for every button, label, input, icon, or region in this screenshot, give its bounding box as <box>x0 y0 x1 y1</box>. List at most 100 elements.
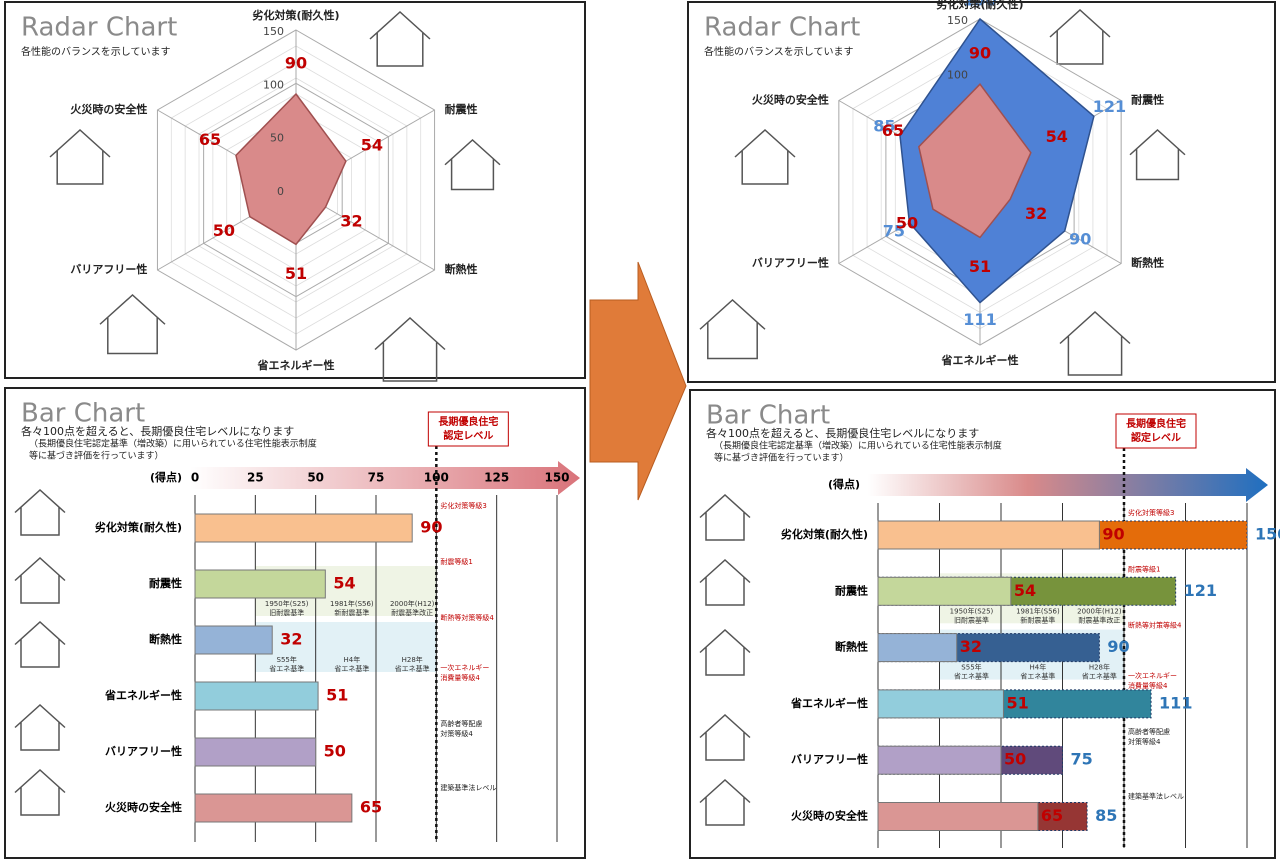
bar <box>194 513 413 543</box>
era-note: 省エネ基準 <box>269 664 304 673</box>
level-note: 高齢者等配慮 <box>1128 727 1170 736</box>
data-label: 51 <box>969 257 991 276</box>
bar <box>194 737 317 767</box>
data-label: 32 <box>960 637 982 656</box>
r-tick-label: 150 <box>263 25 284 38</box>
chart-title: Bar Chart <box>21 399 145 429</box>
data-label: 50 <box>324 742 346 761</box>
category-label: 省エネルギー性 <box>790 696 868 710</box>
category-label: 劣化対策(耐久性) <box>252 8 339 22</box>
house-icon <box>14 556 66 604</box>
category-label: 耐震性 <box>1131 93 1164 107</box>
category-label: 耐震性 <box>149 576 182 590</box>
radar-area <box>235 92 347 246</box>
level-note: 建築基準法レベル <box>440 783 496 792</box>
chart-subtitle: （長期優良住宅認定基準（増改築）に用いられている住宅性能表示制度 <box>29 438 317 450</box>
threshold-label: 長期優良住宅 <box>1126 417 1186 430</box>
era-note: 耐震基準改正 <box>391 608 433 617</box>
category-label: 火災時の安全性 <box>70 102 147 116</box>
house-icon <box>99 293 166 355</box>
category-label: 劣化対策(耐久性) <box>95 520 182 534</box>
transition-arrow <box>589 261 687 501</box>
bar <box>194 681 319 711</box>
r-tick-label: 50 <box>270 132 284 145</box>
data-label: 65 <box>199 130 221 149</box>
level-note: 消費量等級4 <box>1128 681 1168 690</box>
x-tick-label: 125 <box>484 471 509 485</box>
era-note: 省エネ基準 <box>334 664 369 673</box>
x-tick-label: 25 <box>247 471 264 485</box>
level-note: 高齢者等配慮 <box>440 719 482 728</box>
chart-subtitle: （長期優良住宅認定基準（増改築）に用いられている住宅性能表示制度 <box>714 440 1002 452</box>
bar <box>877 802 1039 831</box>
era-note: 1981年(S56) <box>330 599 374 608</box>
bar <box>194 569 326 599</box>
chart-subtitle: 各性能のバランスを示しています <box>704 45 854 58</box>
house-icon <box>14 488 66 536</box>
data-label: 32 <box>1025 204 1047 223</box>
x-tick-label: 150 <box>544 471 569 485</box>
category-label: バリアフリー性 <box>752 256 829 270</box>
data-label: 150 <box>1255 525 1280 544</box>
category-label: 火災時の安全性 <box>791 809 868 823</box>
era-note: 旧耐震基準 <box>269 608 304 617</box>
category-label: 断熱性 <box>835 640 868 654</box>
threshold-box <box>427 411 509 447</box>
era-note: H28年 <box>402 655 423 664</box>
category-label: バリアフリー性 <box>105 744 182 758</box>
era-note: H4年 <box>344 655 361 664</box>
data-label: 32 <box>340 212 362 231</box>
chart-title: Radar Chart <box>21 13 177 43</box>
level-note: 一次エネルギー <box>1128 671 1177 680</box>
era-note: 新耐震基準 <box>1020 615 1055 624</box>
level-note: 建築基準法レベル <box>1128 792 1184 801</box>
data-label: 50 <box>1004 750 1026 769</box>
house-icon <box>1129 128 1186 181</box>
category-label: 耐震性 <box>835 583 868 597</box>
data-label: 121 <box>1184 581 1217 600</box>
category-label: 断熱性 <box>445 262 478 276</box>
era-note: 1981年(S56) <box>1016 606 1060 615</box>
threshold-box <box>1115 413 1197 449</box>
house-icon <box>699 713 751 761</box>
data-label: 75 <box>883 221 905 240</box>
icons <box>14 8 1186 826</box>
category-label: 省エネルギー性 <box>257 358 335 372</box>
bar <box>877 633 958 663</box>
bar <box>877 745 1002 775</box>
data-label: 54 <box>333 574 355 593</box>
era-band <box>255 622 437 672</box>
era-note: 省エネ基準 <box>1020 672 1055 681</box>
house-icon <box>1049 8 1111 65</box>
r-tick-label: 150 <box>947 14 968 27</box>
data-label: 65 <box>360 798 382 817</box>
data-label: 54 <box>1014 581 1036 600</box>
data-label: 90 <box>1107 637 1129 656</box>
data-label: 51 <box>285 264 307 283</box>
chart-subtitle: 等に基づき評価を行っています） <box>29 450 164 462</box>
data-label: 111 <box>963 310 996 329</box>
radar-area <box>918 83 1032 239</box>
house-icon <box>374 316 446 382</box>
category-label: 断熱性 <box>1131 256 1164 270</box>
era-note: S55年 <box>961 663 981 672</box>
level-note: 対策等級4 <box>440 729 473 738</box>
data-label: 75 <box>1071 750 1093 769</box>
r-tick-label: 0 <box>277 185 284 198</box>
data-label: 90 <box>1102 525 1124 544</box>
data-label: 90 <box>285 54 307 73</box>
data-label: 85 <box>1095 806 1117 825</box>
data-label: 121 <box>1093 97 1126 116</box>
level-note: 断熱等対策等級4 <box>1128 621 1182 630</box>
level-note: 一次エネルギー <box>440 663 489 672</box>
threshold-label: 長期優良住宅 <box>438 415 498 428</box>
category-label: 火災時の安全性 <box>105 800 182 814</box>
data-label: 90 <box>969 44 991 63</box>
category-label: バリアフリー性 <box>70 262 147 276</box>
data-label: 54 <box>1046 127 1068 146</box>
data-label: 90 <box>420 518 442 537</box>
era-note: 省エネ基準 <box>1082 672 1117 681</box>
data-label: 90 <box>1069 229 1091 248</box>
house-icon <box>14 768 66 816</box>
